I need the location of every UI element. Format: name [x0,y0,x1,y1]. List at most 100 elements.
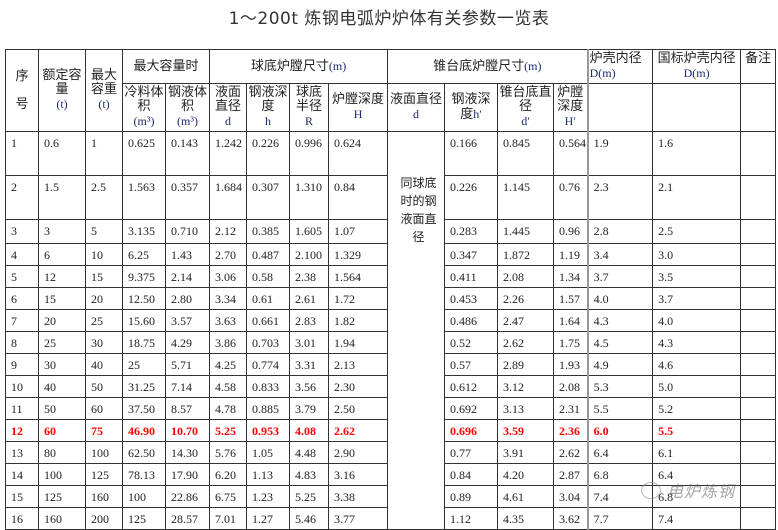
cell-maxcap: 75 [85,419,123,442]
cell-sphere-h: 0.487 [246,243,291,266]
table-row: 8 25 30 18.75 4.29 3.86 0.703 3.01 1.94 0.52 2.62 1… [5,331,777,354]
cell-maxcap: 25 [85,309,123,332]
cell-cone-depth: 2.3 [586,175,654,220]
cell-cone-d2: 0.96 [553,219,589,244]
cell-cone-d2: 0.564 [553,131,589,176]
cell-std-shell-d [740,331,777,354]
cell-sphere-r: 5.25 [289,485,330,508]
cell-cone-depth: 4.9 [586,353,654,376]
cell-cold-volume: 6.25 [122,243,166,266]
cell-cone-h: 2.26 [497,287,555,310]
cell-cone-d: 0.696 [444,419,499,442]
cell-std-shell-d [740,441,777,464]
cell-liquid-volume: 4.29 [164,331,211,354]
cell-sphere-r: 0.996 [289,131,330,176]
cell-std-shell-d [740,485,777,508]
table-row: 9 30 40 25 5.71 4.25 0.774 3.31 2.13 0.57 2.89 1.93… [5,353,777,376]
cell-sphere-d: 6.20 [209,463,248,486]
cell-rated: 125 [38,485,86,508]
cell-cone-d: 0.166 [444,131,499,176]
cell-sphere-depth: 2.30 [328,375,389,398]
cell-liquid-volume: 8.57 [164,397,211,420]
cell-sphere-depth: 1.329 [328,243,389,266]
cell-sphere-h: 0.61 [246,287,291,310]
cell-cone-d2: 1.64 [553,309,589,332]
cell-liquid-volume: 14.30 [164,441,211,464]
cell-cold-volume: 25 [122,353,166,376]
cell-cone-depth: 2.8 [586,219,654,244]
cell-cone-d: 0.453 [444,287,499,310]
cell-sphere-d: 4.78 [209,397,248,420]
cell-maxcap: 10 [85,243,123,266]
cell-rated: 1.5 [38,175,86,220]
cell-seq: 13 [5,441,39,464]
cell-sphere-r: 2.38 [289,265,330,288]
cell-sphere-d: 7.01 [209,507,248,530]
cell-sphere-r: 4.83 [289,463,330,486]
cell-cone-d: 0.84 [444,463,499,486]
cell-cone-d2: 2.31 [553,397,589,420]
cell-sphere-depth: 3.77 [328,507,389,530]
cell-sphere-depth: 0.84 [328,175,389,220]
cell-liquid-volume: 0.143 [164,131,211,176]
wechat-icon [641,481,661,499]
cell-rated: 50 [38,397,86,420]
cell-sphere-d: 2.12 [209,219,248,244]
cell-sphere-r: 3.56 [289,375,330,398]
header-sphere-depth: 炉膛深度 H [328,83,389,132]
cell-cone-d: 1.12 [444,507,499,530]
header-cone-depth: 炉膛深度 H′ [553,83,589,132]
cell-sphere-depth: 1.72 [328,287,389,310]
parameter-table: 序 号 额定容量 (t) 最大容重(t) 最大容量时 球底炉膛尺寸(m) 锥台底炉… [5,49,777,530]
cell-maxcap: 15 [85,265,123,288]
cell-std-shell-d [740,397,777,420]
cell-sphere-h: 1.05 [246,441,291,464]
cell-maxcap: 1 [85,131,123,176]
cell-seq: 4 [5,243,39,266]
cell-sphere-d: 5.25 [209,419,248,442]
cell-shell-d: 5.0 [652,375,742,398]
cell-sphere-depth: 3.16 [328,463,389,486]
header-remark-sub [740,83,777,132]
cell-cone-d2: 3.04 [553,485,589,508]
header-max-capacity: 最大容重(t) [85,49,123,132]
cell-cone-h: 4.35 [497,507,555,530]
header-std-shell-diameter: 国标炉壳内径D(m) [652,49,742,84]
cell-cone-d2: 3.62 [553,507,589,530]
cell-rated: 15 [38,287,86,310]
header-rated-capacity: 额定容量 (t) [38,49,86,132]
cell-sphere-depth: 1.07 [328,219,389,244]
cell-sphere-d: 4.58 [209,375,248,398]
cell-shell-d: 2.1 [652,175,742,220]
cell-liquid-volume: 3.57 [164,309,211,332]
cell-sphere-d: 6.75 [209,485,248,508]
cell-maxcap: 100 [85,441,123,464]
cell-std-shell-d [740,419,777,442]
cell-seq: 5 [5,265,39,288]
cell-liquid-volume: 0.357 [164,175,211,220]
cell-rated: 6 [38,243,86,266]
cell-sphere-h: 0.226 [246,131,291,176]
cell-cone-d: 0.57 [444,353,499,376]
cell-sphere-r: 2.100 [289,243,330,266]
cell-cold-volume: 62.50 [122,441,166,464]
cell-shell-d: 6.1 [652,441,742,464]
cell-cone-depth: 5.5 [586,397,654,420]
cell-rated: 20 [38,309,86,332]
cell-cone-h: 1.145 [497,175,555,220]
cell-cone-h: 3.91 [497,441,555,464]
cell-cold-volume: 15.60 [122,309,166,332]
table-row: 12 60 75 46.90 10.70 5.25 0.953 4.08 2.62 0.696 3.… [5,419,777,442]
header-cone-group: 锥台底炉膛尺寸(m) [387,49,589,84]
cell-cone-h: 2.08 [497,265,555,288]
cell-seq: 6 [5,287,39,310]
cell-maxcap: 160 [85,485,123,508]
cell-cone-h: 3.12 [497,375,555,398]
cell-std-shell-d [740,353,777,376]
cell-rated: 3 [38,219,86,244]
cell-cone-h: 2.62 [497,331,555,354]
cell-maxcap: 2.5 [85,175,123,220]
cell-shell-d: 7.4 [652,507,742,530]
cell-cone-d: 0.77 [444,441,499,464]
cell-liquid-volume: 22.86 [164,485,211,508]
